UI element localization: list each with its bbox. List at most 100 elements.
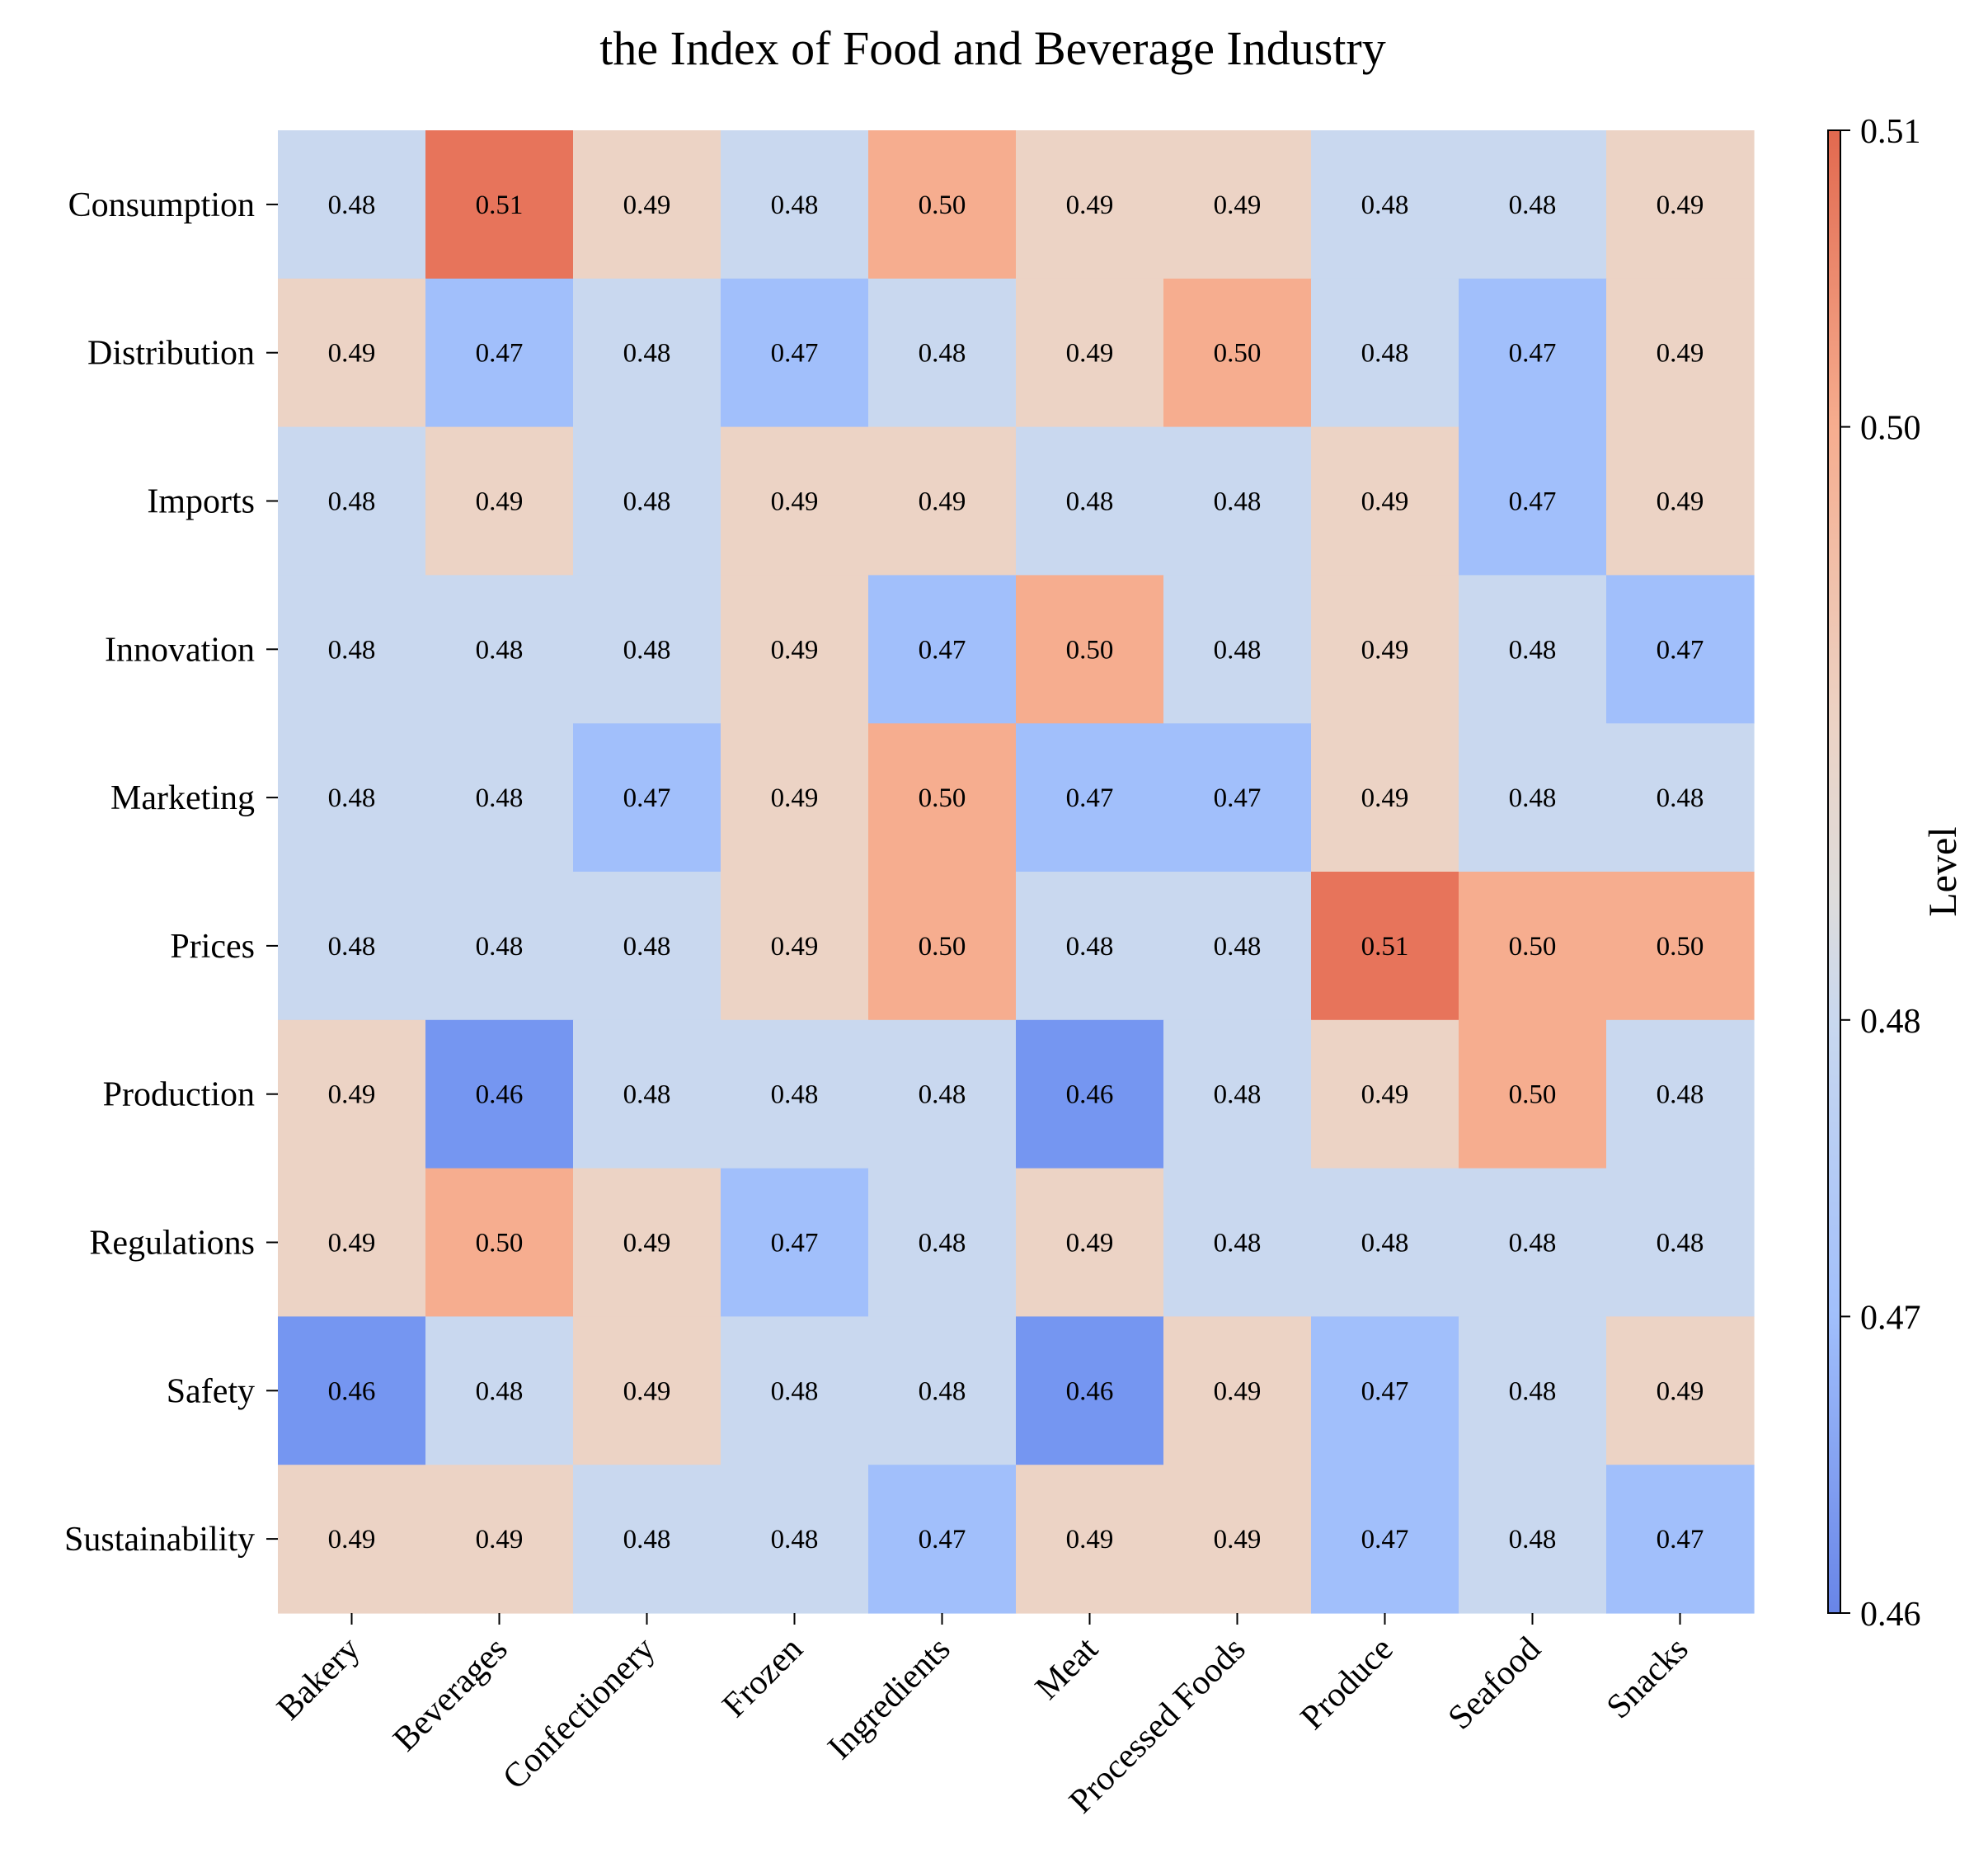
heatmap-cell	[1163, 723, 1312, 873]
cell-value-label: 0.48	[771, 1080, 819, 1110]
heatmap-cell	[278, 575, 426, 724]
heatmap-cell	[573, 130, 721, 280]
heatmap-cell	[1163, 130, 1312, 280]
cell-value-label: 0.48	[476, 783, 524, 813]
heatmap-cells	[278, 130, 1755, 1614]
y-tick-label: Consumption	[68, 186, 255, 224]
heatmap-cell	[1459, 723, 1607, 873]
heatmap-cell	[573, 575, 721, 724]
colorbar-label: Level	[1921, 826, 1965, 916]
cell-value-label: 0.50	[476, 1229, 524, 1258]
cell-value-label: 0.49	[1361, 635, 1409, 665]
heatmap-cell	[1311, 1465, 1459, 1614]
cell-value-label: 0.48	[623, 339, 671, 369]
y-axis: Consumption Distribution Imports Innovation…	[64, 186, 278, 1559]
cell-value-label: 0.48	[623, 1525, 671, 1555]
cell-value-label: 0.48	[1214, 1229, 1262, 1258]
heatmap-cell	[278, 1465, 426, 1614]
cell-value-label: 0.49	[328, 1229, 376, 1258]
cell-value-label: 0.48	[1509, 190, 1557, 220]
cell-value-label: 0.47	[771, 339, 819, 369]
heatmap-cell	[1163, 872, 1312, 1021]
cell-value-label: 0.50	[1214, 339, 1262, 369]
cell-value-label: 0.49	[328, 339, 376, 369]
heatmap-cell	[868, 1465, 1017, 1614]
colorbar-tick-label: 0.46	[1860, 1596, 1921, 1634]
cell-value-label: 0.47	[1509, 339, 1557, 369]
y-tick-label: Safety	[167, 1372, 255, 1410]
x-tick-label: Produce	[1294, 1630, 1401, 1738]
heatmap-cell	[1459, 1168, 1607, 1317]
y-tick-label: Innovation	[105, 631, 255, 669]
cell-value-label: 0.49	[476, 487, 524, 517]
heatmap-cell	[868, 1316, 1017, 1465]
heatmap-cell	[1311, 426, 1459, 576]
cell-value-label: 0.47	[919, 635, 966, 665]
heatmap-cell	[573, 723, 721, 873]
heatmap-cell	[573, 278, 721, 428]
y-tick-label: Distribution	[87, 335, 255, 373]
cell-value-label: 0.50	[1066, 635, 1114, 665]
y-tick-label: Prices	[170, 928, 255, 966]
heatmap-cell	[1606, 723, 1755, 873]
heatmap-cell	[425, 426, 574, 576]
colorbar: 0.46 0.47 0.48 0.50 0.51 Level	[1827, 113, 1965, 1634]
chart-title: the Index of Food and Beverage Industry	[599, 21, 1386, 75]
heatmap-cell	[868, 130, 1017, 280]
cell-value-label: 0.48	[919, 1080, 966, 1110]
cell-value-label: 0.48	[1509, 1376, 1557, 1406]
cell-value-label: 0.48	[1509, 1525, 1557, 1555]
cell-value-label: 0.47	[1361, 1376, 1409, 1406]
heatmap-cell	[1311, 278, 1459, 428]
cell-value-label: 0.48	[1509, 783, 1557, 813]
heatmap-cell	[721, 130, 869, 280]
cell-value-label: 0.47	[1657, 1525, 1704, 1555]
cell-value-label: 0.48	[771, 1525, 819, 1555]
x-tick-label: Beverages	[386, 1630, 515, 1759]
cell-value-label: 0.48	[1214, 1080, 1262, 1110]
colorbar-gradient	[1827, 129, 1841, 1614]
cell-value-label: 0.47	[919, 1525, 966, 1555]
x-tick-label: Bakery	[270, 1630, 367, 1728]
cell-value-label: 0.48	[1657, 1229, 1704, 1258]
x-tick-label: Seafood	[1441, 1630, 1549, 1738]
cell-value-label: 0.48	[1214, 635, 1262, 665]
heatmap-cell	[868, 426, 1017, 576]
heatmap-cell	[278, 1019, 426, 1169]
heatmap-cell	[1606, 872, 1755, 1021]
heatmap-cell	[1163, 278, 1312, 428]
y-tick-label: Marketing	[110, 779, 255, 817]
heatmap-cell	[1606, 426, 1755, 576]
heatmap-cell	[1606, 575, 1755, 724]
cell-value-label: 0.51	[1361, 932, 1409, 962]
heatmap-cell	[1016, 130, 1164, 280]
heatmap-cell	[1606, 1316, 1755, 1465]
heatmap-cell	[278, 130, 426, 280]
cell-value-label: 0.48	[1066, 487, 1114, 517]
cell-value-label: 0.48	[1361, 339, 1409, 369]
cell-value-label: 0.47	[476, 339, 524, 369]
cell-value-label: 0.50	[1657, 932, 1704, 962]
cell-value-label: 0.49	[623, 1229, 671, 1258]
heatmap-cell	[425, 130, 574, 280]
cell-value-label: 0.48	[623, 1080, 671, 1110]
cell-value-label: 0.48	[476, 635, 524, 665]
heatmap-cell	[425, 723, 574, 873]
cell-value-label: 0.49	[1066, 1525, 1114, 1555]
cell-value-label: 0.49	[328, 1525, 376, 1555]
heatmap-cell	[868, 1168, 1017, 1317]
cell-value-label: 0.48	[1214, 487, 1262, 517]
heatmap-cell	[1606, 278, 1755, 428]
heatmap-cell	[1163, 426, 1312, 576]
cell-value-label: 0.48	[623, 932, 671, 962]
cell-value-label: 0.48	[623, 487, 671, 517]
cell-value-label: 0.49	[1361, 783, 1409, 813]
cell-value-label: 0.48	[328, 635, 376, 665]
x-tick-label: Frozen	[716, 1630, 811, 1725]
cell-value-label: 0.49	[771, 783, 819, 813]
cell-value-label: 0.50	[919, 932, 966, 962]
heatmap-cell	[573, 1465, 721, 1614]
heatmap-cell	[868, 723, 1017, 873]
heatmap-cell	[573, 1019, 721, 1169]
cell-value-label: 0.49	[1214, 1376, 1262, 1406]
